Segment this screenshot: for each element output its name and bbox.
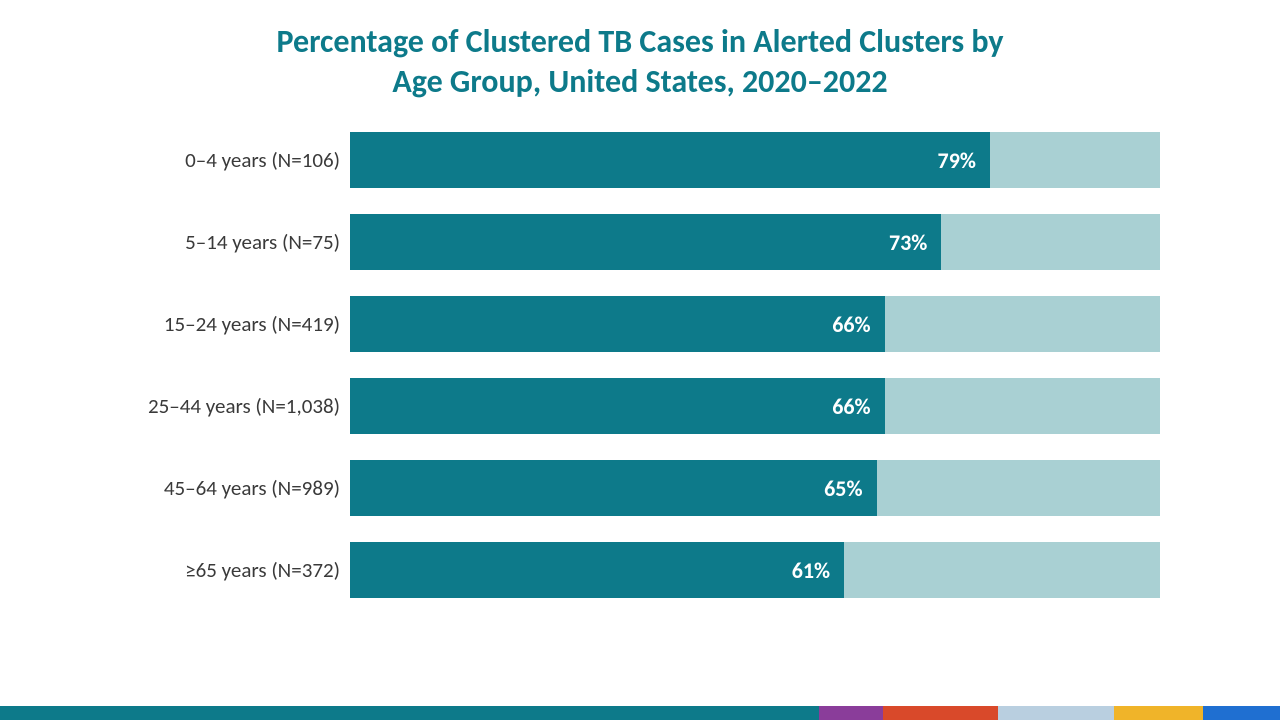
bar-row: 45–64 years (N=989) 65%	[110, 460, 1160, 516]
category-label: 5–14 years (N=75)	[110, 229, 340, 255]
bar-fill: 65%	[350, 460, 877, 516]
chart-title: Percentage of Clustered TB Cases in Aler…	[0, 22, 1280, 102]
footer-segment	[998, 706, 1113, 720]
bar-value-label: 73%	[889, 229, 941, 256]
chart-title-line1: Percentage of Clustered TB Cases in Aler…	[0, 22, 1280, 62]
bar-track: 73%	[350, 214, 1160, 270]
footer-segment	[819, 706, 883, 720]
bar-row: ≥65 years (N=372) 61%	[110, 542, 1160, 598]
bar-value-label: 79%	[938, 147, 990, 174]
category-label: ≥65 years (N=372)	[110, 557, 340, 583]
bar-value-label: 66%	[832, 393, 884, 420]
footer-segment	[883, 706, 998, 720]
bar-row: 5–14 years (N=75) 73%	[110, 214, 1160, 270]
bar-track: 66%	[350, 378, 1160, 434]
bar-fill: 79%	[350, 132, 990, 188]
bar-chart: 0–4 years (N=106) 79% 5–14 years (N=75) 73%…	[110, 132, 1160, 598]
bar-fill: 61%	[350, 542, 844, 598]
bar-fill: 66%	[350, 296, 885, 352]
bar-value-label: 66%	[832, 311, 884, 338]
bar-fill: 73%	[350, 214, 941, 270]
bar-track: 79%	[350, 132, 1160, 188]
footer-segment	[1114, 706, 1204, 720]
chart-title-line2: Age Group, United States, 2020–2022	[0, 62, 1280, 102]
bar-track: 65%	[350, 460, 1160, 516]
bar-row: 15–24 years (N=419) 66%	[110, 296, 1160, 352]
bar-fill: 66%	[350, 378, 885, 434]
footer-stripe	[0, 706, 1280, 720]
category-label: 15–24 years (N=419)	[110, 311, 340, 337]
footer-segment	[1203, 706, 1280, 720]
bar-track: 61%	[350, 542, 1160, 598]
bar-row: 25–44 years (N=1,038) 66%	[110, 378, 1160, 434]
category-label: 0–4 years (N=106)	[110, 147, 340, 173]
bar-row: 0–4 years (N=106) 79%	[110, 132, 1160, 188]
bar-value-label: 65%	[824, 475, 876, 502]
category-label: 45–64 years (N=989)	[110, 475, 340, 501]
bar-track: 66%	[350, 296, 1160, 352]
footer-segment	[0, 706, 819, 720]
bar-value-label: 61%	[792, 557, 844, 584]
category-label: 25–44 years (N=1,038)	[110, 393, 340, 419]
